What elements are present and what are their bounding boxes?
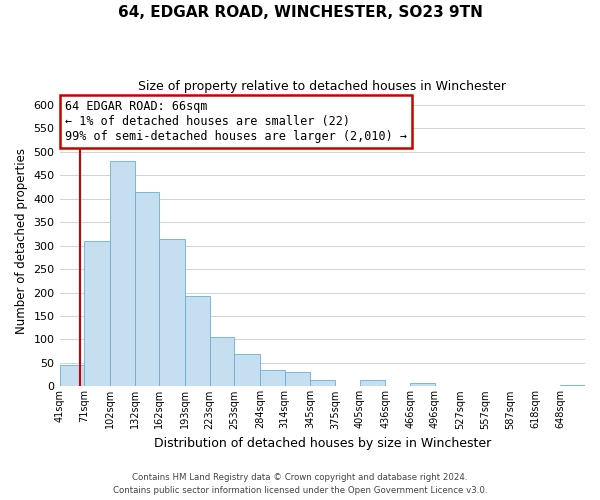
X-axis label: Distribution of detached houses by size in Winchester: Distribution of detached houses by size … bbox=[154, 437, 491, 450]
Bar bbox=[260, 370, 285, 386]
Y-axis label: Number of detached properties: Number of detached properties bbox=[15, 148, 28, 334]
Text: Contains HM Land Registry data © Crown copyright and database right 2024.
Contai: Contains HM Land Registry data © Crown c… bbox=[113, 474, 487, 495]
Bar bbox=[310, 380, 335, 386]
Bar bbox=[134, 192, 160, 386]
Bar bbox=[410, 382, 435, 386]
Title: Size of property relative to detached houses in Winchester: Size of property relative to detached ho… bbox=[138, 80, 506, 93]
Text: 64, EDGAR ROAD, WINCHESTER, SO23 9TN: 64, EDGAR ROAD, WINCHESTER, SO23 9TN bbox=[118, 5, 482, 20]
Bar bbox=[235, 354, 260, 386]
Bar bbox=[360, 380, 385, 386]
Bar bbox=[59, 365, 84, 386]
Text: 64 EDGAR ROAD: 66sqm
← 1% of detached houses are smaller (22)
99% of semi-detach: 64 EDGAR ROAD: 66sqm ← 1% of detached ho… bbox=[65, 100, 407, 143]
Bar bbox=[110, 161, 134, 386]
Bar bbox=[84, 241, 110, 386]
Bar bbox=[160, 238, 185, 386]
Bar bbox=[285, 372, 310, 386]
Bar bbox=[209, 337, 235, 386]
Bar bbox=[185, 296, 209, 386]
